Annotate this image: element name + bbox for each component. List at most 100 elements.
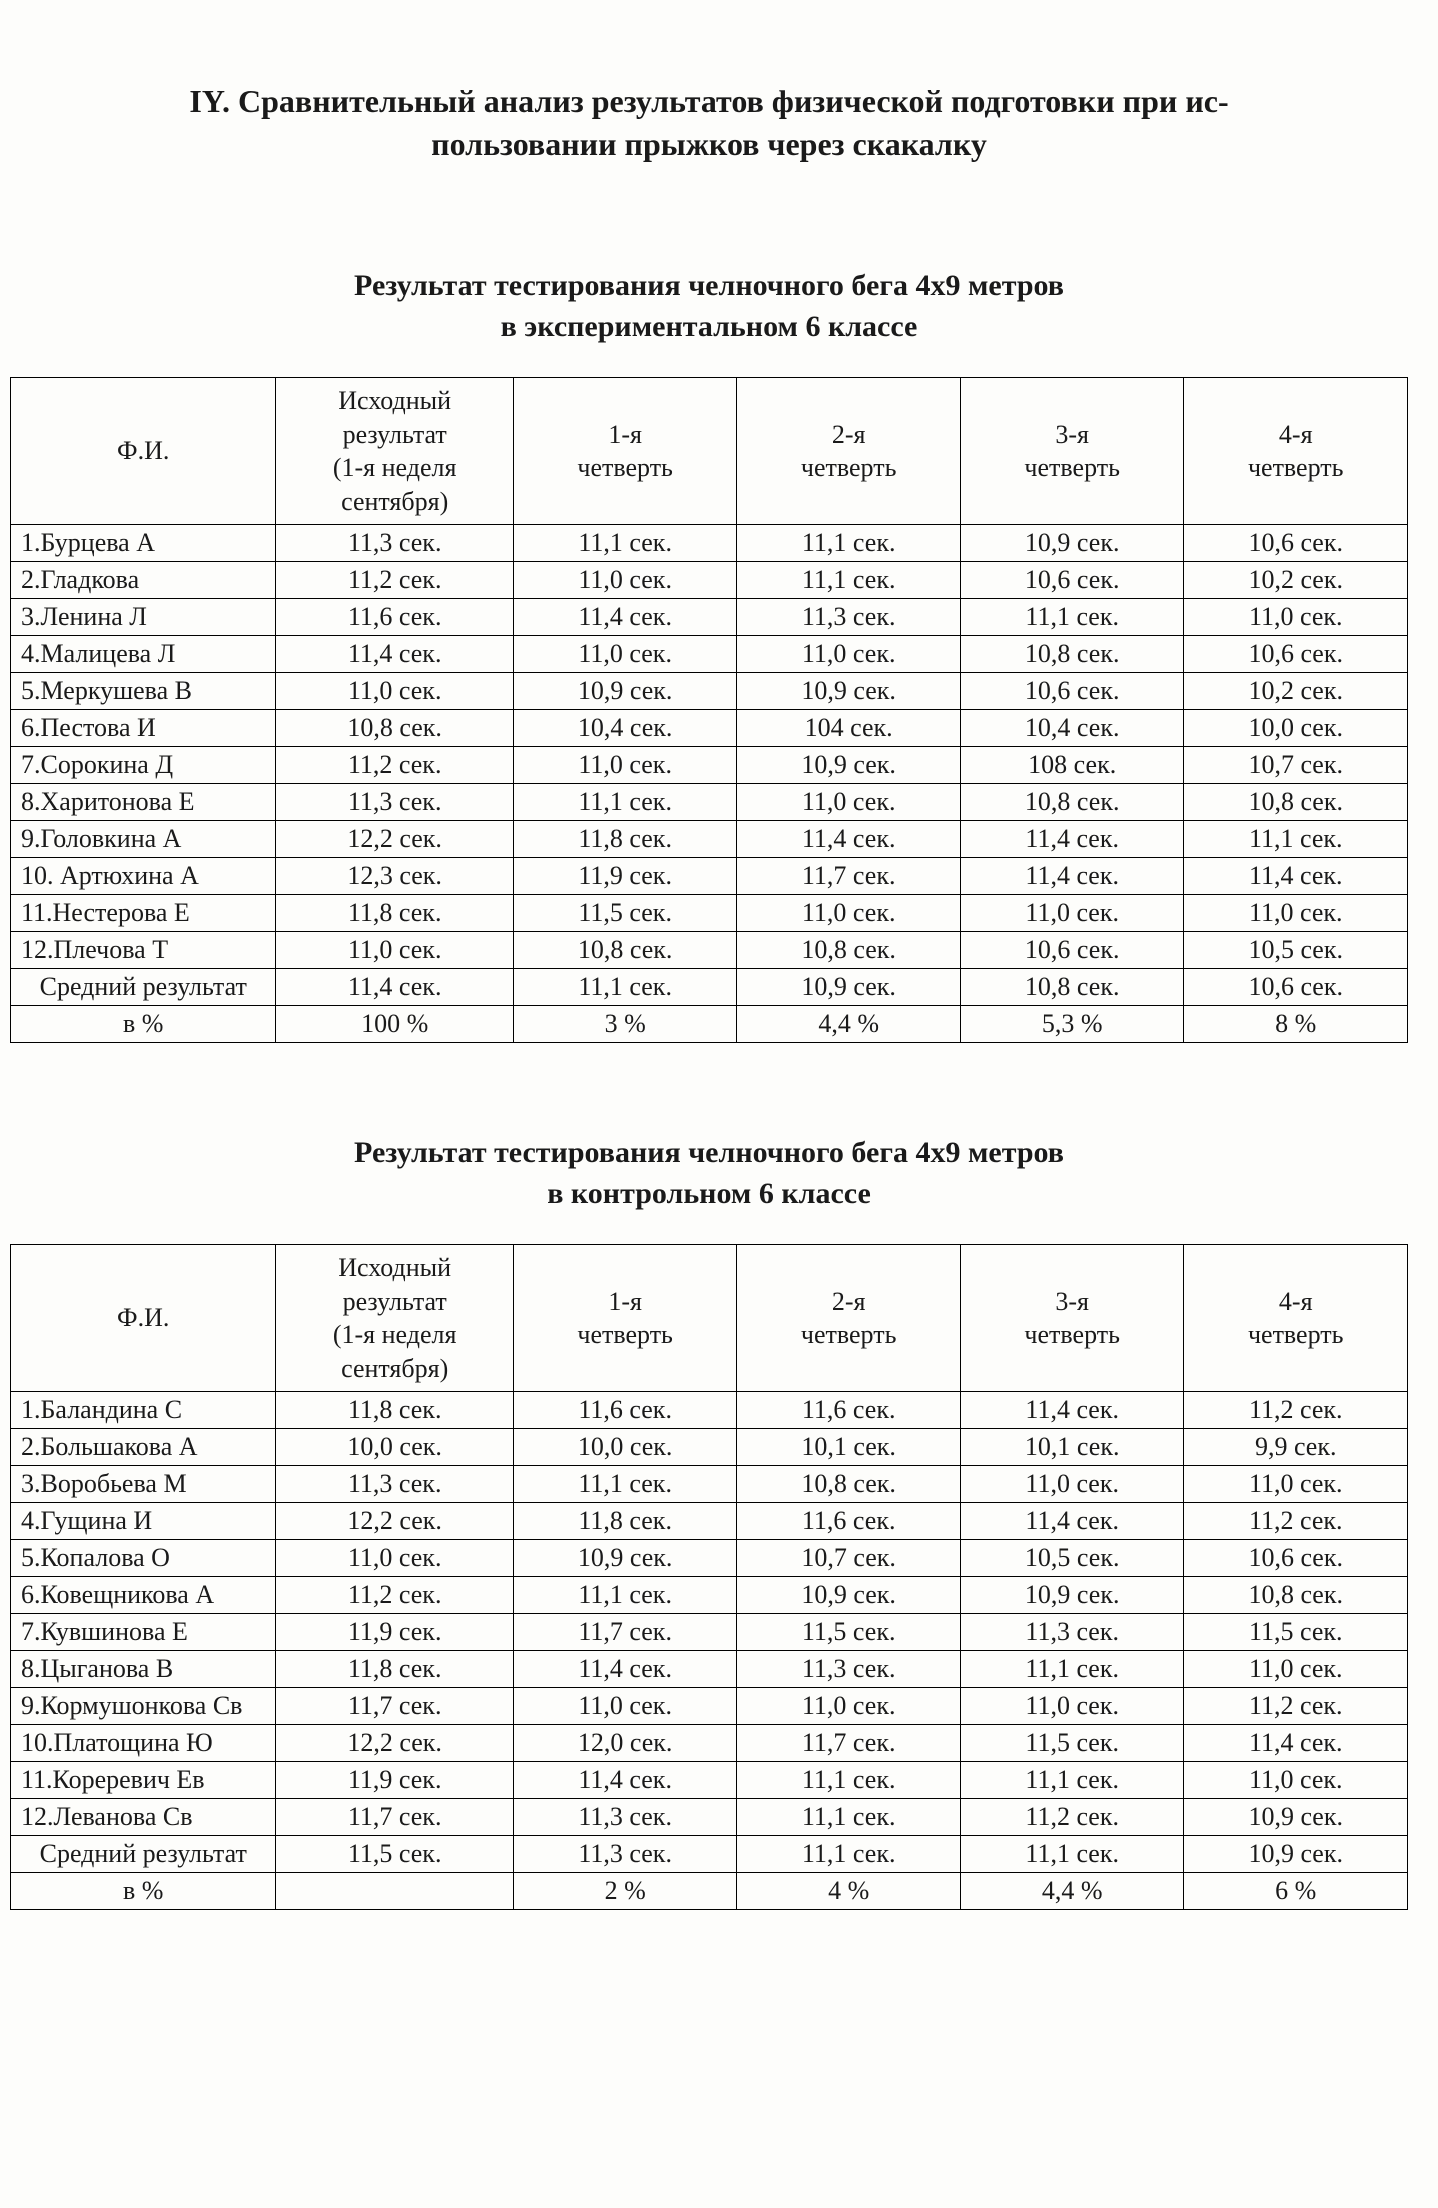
cell-value: 10,8 сек.: [737, 932, 961, 969]
cell-value: 10,8 сек.: [1184, 784, 1408, 821]
cell-value: 11,7 сек.: [737, 1725, 961, 1762]
cell-value: 11,1 сек.: [513, 1577, 737, 1614]
hdr-line: четверть: [1024, 453, 1120, 482]
col-q3: 3-я четверть: [960, 1245, 1184, 1392]
cell-value: 10,9 сек.: [1184, 1799, 1408, 1836]
cell-value: 11,3 сек.: [737, 1651, 961, 1688]
cell-value: 10,9 сек.: [960, 525, 1184, 562]
cell-value: 10,2 сек.: [1184, 562, 1408, 599]
cell-value: 11,0 сек.: [1184, 895, 1408, 932]
average-row: Средний результат11,5 сек.11,3 сек.11,1 …: [11, 1836, 1408, 1873]
cell-value: 11,1 сек.: [1184, 821, 1408, 858]
cell-name: 1.Бурцева А: [11, 525, 276, 562]
cell-value: 11,0 сек.: [276, 932, 513, 969]
cell-name: 1.Баландина С: [11, 1392, 276, 1429]
cell-value: 10,6 сек.: [960, 673, 1184, 710]
cell-name: 6.Ковещникова А: [11, 1577, 276, 1614]
cell-value: 11,2 сек.: [276, 1577, 513, 1614]
cell-value: 11,4 сек.: [513, 1651, 737, 1688]
cell-value: 11,1 сек.: [960, 599, 1184, 636]
hdr-line: четверть: [577, 1320, 673, 1349]
cell-value: 11,5 сек.: [960, 1725, 1184, 1762]
table-row: 8.Цыганова В11,8 сек.11,4 сек.11,3 сек.1…: [11, 1651, 1408, 1688]
cell-value: 11,6 сек.: [737, 1392, 961, 1429]
cell-value: 11,4 сек.: [513, 599, 737, 636]
table-header: Ф.И. Исходный результат (1-я неделя сент…: [11, 378, 1408, 525]
average-value: 10,8 сек.: [960, 969, 1184, 1006]
cell-name: 10. Артюхина А: [11, 858, 276, 895]
cell-name: 11.Кореревич Ев: [11, 1762, 276, 1799]
percent-label: в %: [11, 1873, 276, 1910]
table-row: 4.Малицева Л11,4 сек.11,0 сек.11,0 сек.1…: [11, 636, 1408, 673]
col-q2: 2-я четверть: [737, 378, 961, 525]
table-body: 1.Бурцева А11,3 сек.11,1 сек.11,1 сек.10…: [11, 525, 1408, 1043]
cell-value: 10,7 сек.: [1184, 747, 1408, 784]
average-value: 11,1 сек.: [960, 1836, 1184, 1873]
cell-value: 11,0 сек.: [737, 784, 961, 821]
cell-value: 10,4 сек.: [513, 710, 737, 747]
cell-value: 11,0 сек.: [960, 895, 1184, 932]
hdr-line: 2-я: [832, 420, 866, 449]
results-table-experimental: Ф.И. Исходный результат (1-я неделя сент…: [10, 377, 1408, 1043]
cell-value: 10,6 сек.: [960, 562, 1184, 599]
hdr-line: 1-я: [608, 420, 642, 449]
table2-title: Результат тестирования челночного бега 4…: [130, 1133, 1288, 1214]
cell-name: 8.Харитонова Е: [11, 784, 276, 821]
cell-name: 10.Платощина Ю: [11, 1725, 276, 1762]
percent-value: 3 %: [513, 1006, 737, 1043]
cell-value: 11,6 сек.: [737, 1503, 961, 1540]
table-row: 6.Пестова И10,8 сек.10,4 сек.104 сек.10,…: [11, 710, 1408, 747]
cell-value: 12,3 сек.: [276, 858, 513, 895]
cell-value: 11,7 сек.: [276, 1688, 513, 1725]
table-row: 7.Кувшинова Е11,9 сек.11,7 сек.11,5 сек.…: [11, 1614, 1408, 1651]
cell-value: 11,3 сек.: [960, 1614, 1184, 1651]
table-row: 7.Сорокина Д11,2 сек.11,0 сек.10,9 сек.1…: [11, 747, 1408, 784]
table-row: 9.Кормушонкова Св11,7 сек.11,0 сек.11,0 …: [11, 1688, 1408, 1725]
hdr-line: четверть: [801, 453, 897, 482]
cell-name: 7.Кувшинова Е: [11, 1614, 276, 1651]
cell-value: 10,6 сек.: [1184, 636, 1408, 673]
cell-name: 3.Воробьева М: [11, 1466, 276, 1503]
table-row: 2.Гладкова11,2 сек.11,0 сек.11,1 сек.10,…: [11, 562, 1408, 599]
cell-value: 10,8 сек.: [1184, 1577, 1408, 1614]
cell-value: 11,4 сек.: [960, 821, 1184, 858]
cell-value: 11,4 сек.: [1184, 1725, 1408, 1762]
col-initial: Исходный результат (1-я неделя сентября): [276, 1245, 513, 1392]
cell-value: 11,2 сек.: [1184, 1392, 1408, 1429]
title-line: Результат тестирования челночного бега 4…: [354, 1136, 1064, 1169]
cell-value: 10,2 сек.: [1184, 673, 1408, 710]
cell-name: 9.Головкина А: [11, 821, 276, 858]
cell-value: 10,1 сек.: [960, 1429, 1184, 1466]
cell-value: 11,3 сек.: [276, 525, 513, 562]
title-line: IY. Сравнительный анализ результатов физ…: [189, 83, 1228, 119]
cell-value: 10,6 сек.: [1184, 1540, 1408, 1577]
cell-value: 10,8 сек.: [960, 784, 1184, 821]
cell-value: 11,4 сек.: [1184, 858, 1408, 895]
cell-value: 11,2 сек.: [276, 562, 513, 599]
average-value: 11,1 сек.: [737, 1836, 961, 1873]
cell-value: 11,0 сек.: [276, 1540, 513, 1577]
cell-name: 8.Цыганова В: [11, 1651, 276, 1688]
hdr-line: 3-я: [1055, 420, 1089, 449]
title-line: Результат тестирования челночного бега 4…: [354, 269, 1064, 302]
average-value: 10,6 сек.: [1184, 969, 1408, 1006]
cell-value: 11,0 сек.: [276, 673, 513, 710]
percent-row: в %2 %4 %4,4 %6 %: [11, 1873, 1408, 1910]
cell-value: 11,4 сек.: [737, 821, 961, 858]
col-name: Ф.И.: [11, 378, 276, 525]
cell-value: 11,5 сек.: [737, 1614, 961, 1651]
cell-value: 11,3 сек.: [276, 784, 513, 821]
cell-value: 12,2 сек.: [276, 1503, 513, 1540]
results-table-control: Ф.И. Исходный результат (1-я неделя сент…: [10, 1244, 1408, 1910]
hdr-line: четверть: [577, 453, 673, 482]
cell-value: 11,0 сек.: [737, 1688, 961, 1725]
cell-value: 12,2 сек.: [276, 821, 513, 858]
table-row: 12.Плечова Т11,0 сек.10,8 сек.10,8 сек.1…: [11, 932, 1408, 969]
cell-value: 11,9 сек.: [513, 858, 737, 895]
cell-value: 10,5 сек.: [960, 1540, 1184, 1577]
percent-value: 4,4 %: [960, 1873, 1184, 1910]
hdr-line: 1-я: [608, 1287, 642, 1316]
col-q4: 4-я четверть: [1184, 1245, 1408, 1392]
cell-value: 10,0 сек.: [513, 1429, 737, 1466]
cell-value: 11,2 сек.: [960, 1799, 1184, 1836]
